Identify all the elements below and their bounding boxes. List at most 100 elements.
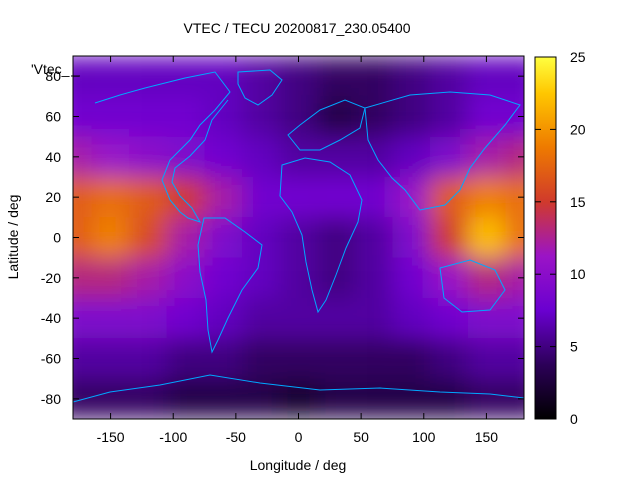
heatmap-cell <box>505 378 524 419</box>
heatmap-cell <box>430 217 468 258</box>
heatmap-cell <box>279 217 318 258</box>
heatmap-cell <box>242 378 280 419</box>
heatmap-cell <box>430 96 468 137</box>
heatmap-cell <box>467 177 506 218</box>
coast-europe <box>287 99 366 151</box>
heatmap-cell <box>73 56 92 97</box>
chart-title: VTEC / TECU 20200817_230.05400 <box>183 20 410 36</box>
heatmap-cell <box>166 338 205 379</box>
heatmap-cell <box>204 378 243 419</box>
x-tick-label: 100 <box>412 429 436 445</box>
heatmap-cell <box>354 257 393 298</box>
coast-greenland <box>237 69 283 106</box>
y-tick-label: -60 <box>41 351 61 367</box>
coast-africa <box>279 157 363 314</box>
colorbar-axis: 0 5 10 15 20 25 <box>535 49 586 427</box>
heatmap-cell <box>430 338 468 379</box>
heatmap-cell <box>317 298 355 339</box>
heatmap-cell <box>129 338 167 379</box>
heatmap-cell <box>317 136 355 177</box>
heatmap-cell <box>204 257 243 298</box>
heatmap-cell <box>467 378 506 419</box>
colorbar-tick-label: 15 <box>570 194 586 210</box>
heatmap-cell <box>279 338 318 379</box>
heatmap-cell <box>392 136 431 177</box>
heatmap-cell <box>505 177 524 218</box>
heatmap-cell <box>166 378 205 419</box>
key-label: 'Vtec_ <box>31 61 70 77</box>
heatmap-cell <box>129 257 167 298</box>
colorbar-tick-label: 10 <box>570 266 586 282</box>
heatmap-cell <box>354 298 393 339</box>
coastline-overlay <box>73 69 524 403</box>
heatmap-cell <box>354 378 393 419</box>
heatmap-cell <box>129 177 167 218</box>
heatmap-cell <box>467 56 506 97</box>
heatmap-cell <box>91 217 130 258</box>
heatmap-cell <box>73 177 92 218</box>
x-tick-label: 50 <box>353 429 369 445</box>
x-tick-label: -100 <box>159 429 187 445</box>
heatmap-cell <box>430 378 468 419</box>
heatmap-cell <box>430 136 468 177</box>
coast-south-america <box>197 217 263 354</box>
heatmap-cell <box>467 96 506 137</box>
heatmap-cell <box>392 56 431 97</box>
x-tick-label: -150 <box>97 429 125 445</box>
heatmap-cell <box>73 96 92 137</box>
heatmap-cell <box>430 56 468 97</box>
y-tick-label: 40 <box>45 149 61 165</box>
heatmap-cell <box>467 338 506 379</box>
heatmap-cell <box>317 217 355 258</box>
heatmap-layer <box>73 56 524 419</box>
heatmap-cell <box>505 298 524 339</box>
heatmap-cell <box>505 136 524 177</box>
x-axis-label: Longitude / deg <box>250 457 347 473</box>
heatmap-cell <box>166 257 205 298</box>
y-axis-label: Latitude / deg <box>5 195 21 280</box>
heatmap-cell <box>392 338 431 379</box>
colorbar-tick-label: 0 <box>570 411 578 427</box>
heatmap-cell <box>279 136 318 177</box>
heatmap-cell <box>317 56 355 97</box>
heatmap-cell <box>73 378 92 419</box>
heatmap-cell <box>204 96 243 137</box>
heatmap-cell <box>166 56 205 97</box>
colorbar-tick-label: 20 <box>570 121 586 137</box>
heatmap-cell <box>505 338 524 379</box>
heatmap-cell <box>129 96 167 137</box>
heatmap-cell <box>392 96 431 137</box>
colorbar <box>534 56 557 420</box>
x-tick-label: -50 <box>226 429 246 445</box>
heatmap-cell <box>242 298 280 339</box>
heatmap-cell <box>279 378 318 419</box>
heatmap-cell <box>430 298 468 339</box>
heatmap-cell <box>129 217 167 258</box>
x-tick-label: 0 <box>295 429 303 445</box>
heatmap-cell <box>73 257 92 298</box>
heatmap-cell <box>392 257 431 298</box>
heatmap-cell <box>505 217 524 258</box>
heatmap-cell <box>166 298 205 339</box>
y-tick-label: -40 <box>41 310 61 326</box>
heatmap-cell <box>317 257 355 298</box>
heatmap-cell <box>430 257 468 298</box>
heatmap-cell <box>242 257 280 298</box>
heatmap-cell <box>204 177 243 218</box>
heatmap-cell <box>392 298 431 339</box>
y-tick-label: -20 <box>41 270 61 286</box>
heatmap-cell <box>129 56 167 97</box>
heatmap-cell <box>279 298 318 339</box>
heatmap-cell <box>91 177 130 218</box>
heatmap-cell <box>354 96 393 137</box>
heatmap-cell <box>91 257 130 298</box>
heatmap-cell <box>242 136 280 177</box>
heatmap-cell <box>392 378 431 419</box>
heatmap-cell <box>91 338 130 379</box>
heatmap-cell <box>166 96 205 137</box>
heatmap-cell <box>73 217 92 258</box>
colorbar-tick-label: 5 <box>570 339 578 355</box>
heatmap-cell <box>129 298 167 339</box>
heatmap-cell <box>354 338 393 379</box>
